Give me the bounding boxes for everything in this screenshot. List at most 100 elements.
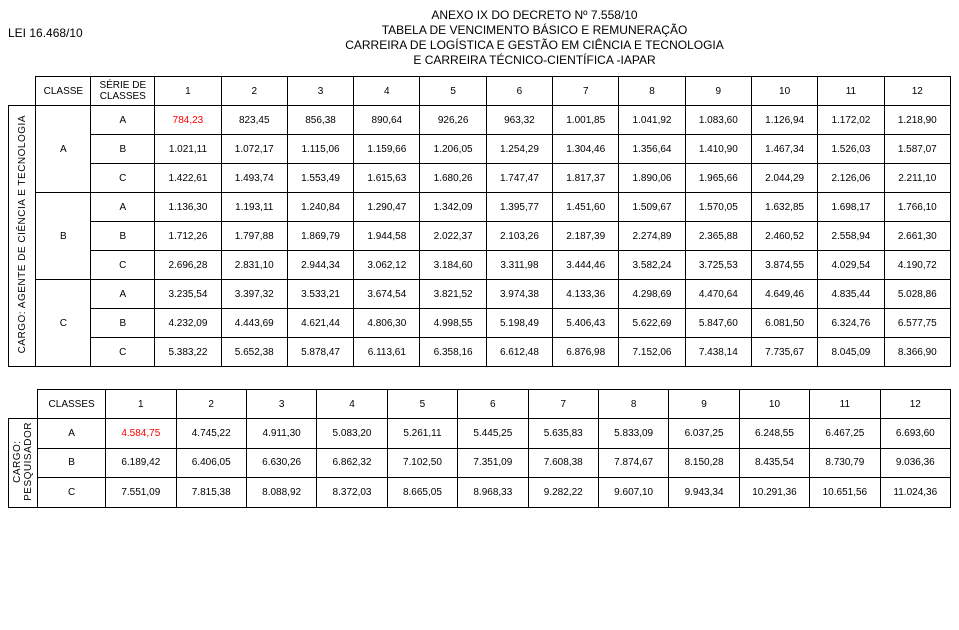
table-header-cell: 12 [884, 77, 950, 106]
serie-cell: C [91, 338, 155, 367]
table-cell: 4.443,69 [221, 309, 287, 338]
table-cell: 3.725,53 [685, 251, 751, 280]
classe-cell: C [38, 478, 106, 508]
table-cell: 7.815,38 [176, 478, 246, 508]
title-line-3: CARREIRA DE LOGÍSTICA E GESTÃO EM CIÊNCI… [118, 38, 951, 53]
table-cell: 8.088,92 [246, 478, 316, 508]
title-line-4: E CARREIRA TÉCNICO-CIENTÍFICA -IAPAR [118, 53, 951, 68]
table-cell: 1.193,11 [221, 193, 287, 222]
table-cell: 1.869,79 [287, 222, 353, 251]
table-cell: 1.493,74 [221, 164, 287, 193]
table-cell: 963,32 [486, 106, 552, 135]
table-cell: 6.467,25 [810, 419, 880, 449]
table-2-head: CLASSES123456789101112 [9, 390, 951, 419]
table-cell: 1.115,06 [287, 135, 353, 164]
lei-label: LEI 16.468/10 [8, 26, 118, 40]
table-cell: 4.298,69 [619, 280, 685, 309]
table-header-cell: 11 [818, 77, 884, 106]
title-line-2: TABELA DE VENCIMENTO BÁSICO E REMUNERAÇÃ… [118, 23, 951, 38]
serie-cell: B [91, 222, 155, 251]
table-cell: 1.126,94 [751, 106, 817, 135]
table-cell: 4.998,55 [420, 309, 486, 338]
table-cell: 6.037,25 [669, 419, 739, 449]
table-cell: 6.876,98 [553, 338, 619, 367]
table-cell: 1.083,60 [685, 106, 751, 135]
table-cell: 3.974,38 [486, 280, 552, 309]
serie-cell: A [91, 193, 155, 222]
table-cell: 6.358,16 [420, 338, 486, 367]
table-cell: 10.291,36 [739, 478, 809, 508]
classe-cell: B [36, 193, 91, 280]
table-cell: 4.232,09 [155, 309, 221, 338]
table-header-cell: 8 [598, 390, 668, 419]
table-cell: 2.696,28 [155, 251, 221, 280]
table-cell: 2.831,10 [221, 251, 287, 280]
table-cell: 9.943,34 [669, 478, 739, 508]
table-cell: 4.584,75 [106, 419, 176, 449]
table-cell: 1.451,60 [553, 193, 619, 222]
table-cell: 1.041,92 [619, 106, 685, 135]
table-header-cell: 6 [486, 77, 552, 106]
table-cell: 2.211,10 [884, 164, 950, 193]
table-cell: 3.062,12 [354, 251, 420, 280]
table-cell: 2.558,94 [818, 222, 884, 251]
table-cell: 6.324,76 [818, 309, 884, 338]
table-cell: 2.103,26 [486, 222, 552, 251]
table-cell: 6.248,55 [739, 419, 809, 449]
table-cell: 1.797,88 [221, 222, 287, 251]
table-header-cell: 6 [458, 390, 528, 419]
table-cell: 3.533,21 [287, 280, 353, 309]
serie-cell: C [91, 251, 155, 280]
table-cell: 1.172,02 [818, 106, 884, 135]
table-cell: 7.152,06 [619, 338, 685, 367]
table-header-cell: 7 [553, 77, 619, 106]
table-header-cell: 10 [751, 77, 817, 106]
table-cell: 9.282,22 [528, 478, 598, 508]
table-cell: 8.372,03 [317, 478, 387, 508]
table-cell: 2.365,88 [685, 222, 751, 251]
table-cell: 1.509,67 [619, 193, 685, 222]
table-cell: 4.745,22 [176, 419, 246, 449]
table-header-cell: SÉRIE DECLASSES [91, 77, 155, 106]
table-cell: 1.526,03 [818, 135, 884, 164]
table-cell: 1.890,06 [619, 164, 685, 193]
table-cell: 4.029,54 [818, 251, 884, 280]
table-cell: 1.680,26 [420, 164, 486, 193]
classe-cell: A [38, 419, 106, 449]
table-header-cell: 5 [420, 77, 486, 106]
table-cell: 7.608,38 [528, 448, 598, 478]
table-cell: 1.136,30 [155, 193, 221, 222]
table-cell: 4.911,30 [246, 419, 316, 449]
table-cell: 823,45 [221, 106, 287, 135]
table-cell: 4.806,30 [354, 309, 420, 338]
table-2: CLASSES123456789101112 CARGO:PESQUISADOR… [8, 389, 951, 508]
table-cell: 1.965,66 [685, 164, 751, 193]
table-cell: 2.944,34 [287, 251, 353, 280]
side-label: CARGO:PESQUISADOR [9, 419, 38, 508]
table-cell: 6.577,75 [884, 309, 950, 338]
table-cell: 1.304,46 [553, 135, 619, 164]
serie-cell: A [91, 106, 155, 135]
table-header-cell: 3 [246, 390, 316, 419]
table-cell: 926,26 [420, 106, 486, 135]
table-cell: 1.944,58 [354, 222, 420, 251]
side-label: CARGO: AGENTE DE CIÊNCIA E TECNOLOGIA [9, 106, 36, 367]
table-cell: 9.607,10 [598, 478, 668, 508]
table-cell: 5.383,22 [155, 338, 221, 367]
table-cell: 1.698,17 [818, 193, 884, 222]
table-cell: 1.290,47 [354, 193, 420, 222]
table-cell: 1.587,07 [884, 135, 950, 164]
table-cell: 6.189,42 [106, 448, 176, 478]
table-cell: 1.342,09 [420, 193, 486, 222]
table-cell: 856,38 [287, 106, 353, 135]
table-cell: 5.028,86 [884, 280, 950, 309]
table-header-cell: 5 [387, 390, 457, 419]
classe-cell: C [36, 280, 91, 367]
table-cell: 784,23 [155, 106, 221, 135]
table-cell: 2.274,89 [619, 222, 685, 251]
table-cell: 1.422,61 [155, 164, 221, 193]
table-cell: 6.406,05 [176, 448, 246, 478]
table-cell: 1.159,66 [354, 135, 420, 164]
table-cell: 1.218,90 [884, 106, 950, 135]
table-cell: 3.674,54 [354, 280, 420, 309]
